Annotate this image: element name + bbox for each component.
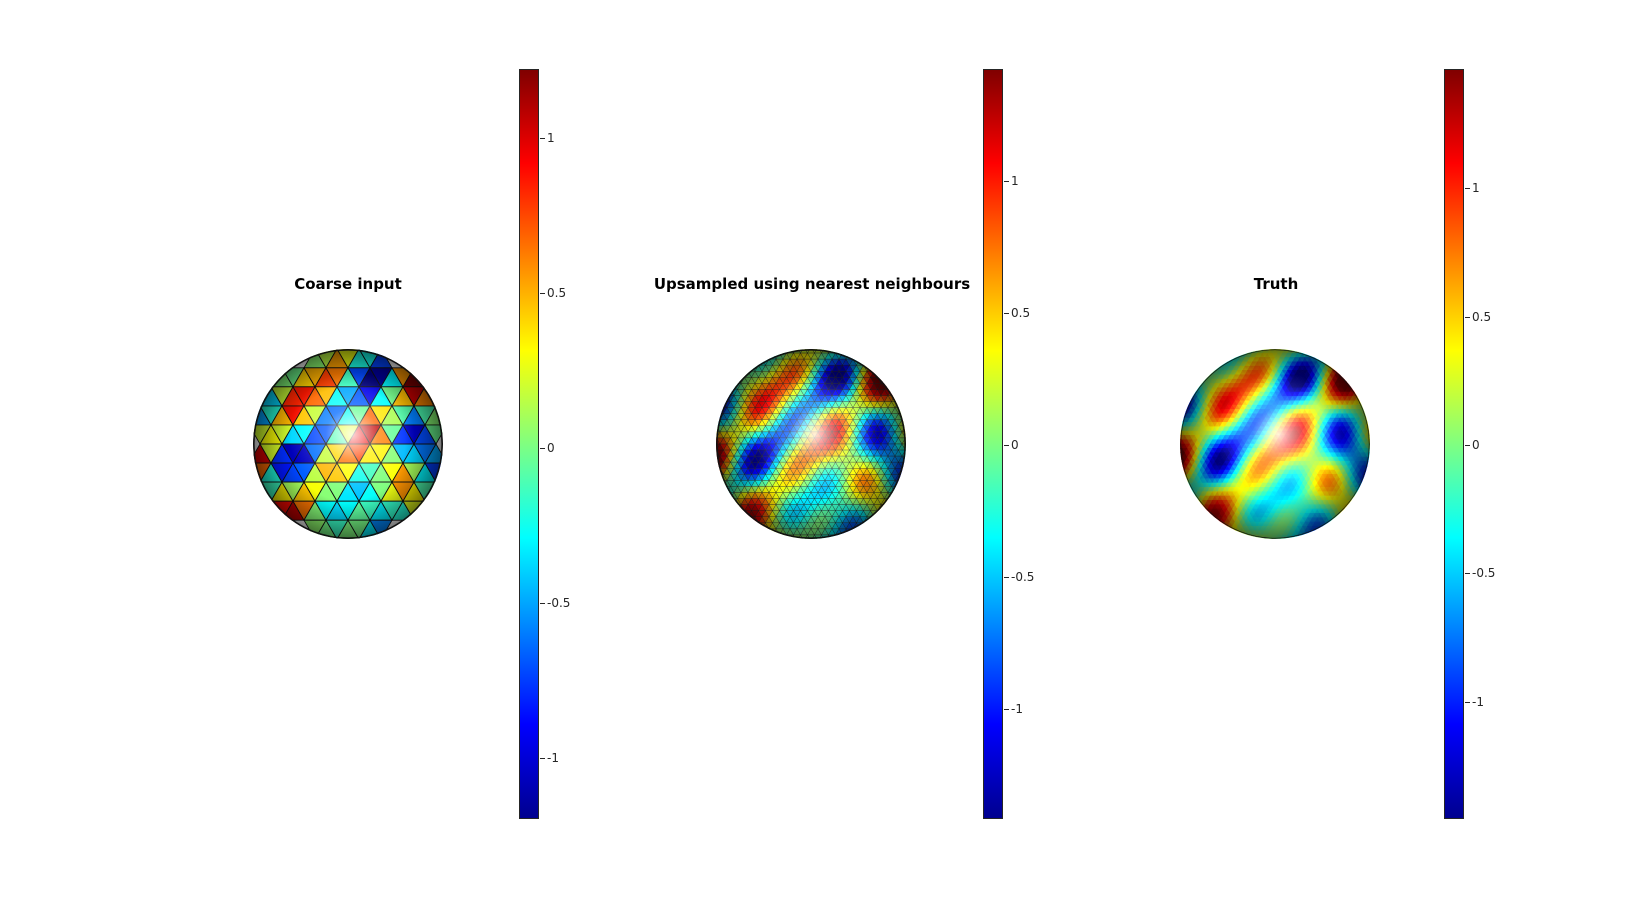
colorbar-tick-label: -0.5	[1011, 570, 1035, 585]
panel-coarse-input: Coarse input 1 0.5 0 -0.5 -1	[0, 0, 570, 918]
sphere-shadow	[716, 349, 906, 539]
colorbar-tick	[540, 603, 545, 605]
colorbar-tick-label: 1	[1472, 181, 1480, 196]
sphere-facet	[1302, 534, 1308, 539]
colorbar-tick	[1465, 316, 1470, 318]
panel-title: Truth	[1253, 275, 1299, 293]
colorbar-tick	[1004, 180, 1009, 182]
colorbar-tick-label: 1	[547, 131, 555, 146]
colorbar-tick-label: -1	[1472, 694, 1484, 709]
sphere-facet	[835, 534, 843, 539]
colorbar-tick-label: 0	[1472, 438, 1480, 452]
sphere-shadow	[253, 349, 443, 539]
sphere-facet	[1242, 349, 1248, 354]
sphere-rim	[716, 349, 906, 539]
colorbar-tick-label: -0.5	[547, 596, 571, 611]
colorbar-tick	[540, 758, 545, 760]
colorbar-tick	[540, 138, 545, 140]
colorbar-tick-label: -0.5	[1472, 566, 1496, 581]
colorbar-tick	[1004, 312, 1009, 314]
sphere-facet	[1302, 349, 1308, 354]
colorbar-tick	[1465, 188, 1470, 190]
panel-title: Upsampled using nearest neighbours	[653, 275, 971, 293]
panel-nearest-neighbours: Upsampled using nearest neighbours 1 0.5 0…	[560, 0, 1100, 918]
colorbar-tick-label: 0.5	[1011, 305, 1031, 320]
coarse-sphere	[253, 349, 443, 539]
sphere-facet	[835, 349, 843, 354]
colorbar-tick-label: -1	[547, 751, 559, 766]
sphere-shadow	[1180, 349, 1370, 539]
panel-title: Coarse input	[294, 275, 402, 293]
colorbar: 1 0.5 0 -0.5 -1	[1444, 69, 1495, 819]
colorbar-tick	[1465, 573, 1470, 575]
colorbar-tick	[540, 293, 545, 295]
colorbar-tick	[1465, 445, 1470, 446]
colorbar-tick	[1004, 709, 1009, 711]
colorbar-tick	[1004, 577, 1009, 579]
colorbar-tick	[540, 448, 545, 450]
colorbar-tick-label: 0	[547, 441, 555, 456]
sphere-facet	[779, 349, 787, 354]
colorbar-tick-label: 0.5	[547, 286, 567, 301]
colorbar-tick	[1004, 445, 1009, 446]
sphere-facet	[1242, 534, 1248, 539]
sphere-rim	[1180, 349, 1370, 539]
colorbar-tick-label: 0.5	[1472, 309, 1492, 324]
colorbar: 1 0.5 0 -0.5 -1	[983, 69, 1034, 819]
colorbar-tick-label: -1	[1011, 702, 1023, 717]
colorbar: 1 0.5 0 -0.5 -1	[519, 69, 570, 819]
panel-truth: Truth 1 0.5 0 -0.5 -1	[1100, 0, 1642, 918]
nearest-neighbour-sphere	[716, 349, 906, 539]
colorbar-tick-label: 0	[1011, 438, 1019, 452]
sphere-rim	[253, 349, 443, 539]
sphere-facet	[779, 534, 787, 539]
colorbar-tick-label: 1	[1011, 173, 1019, 188]
colorbar-tick	[1465, 701, 1470, 703]
truth-sphere	[1180, 349, 1370, 539]
